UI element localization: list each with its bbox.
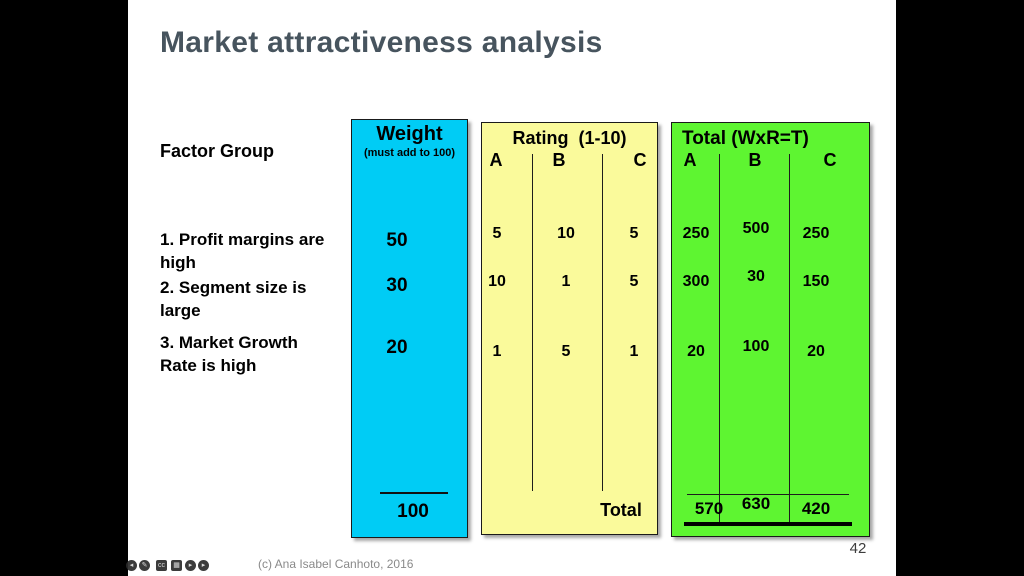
weight-value-1: 50 xyxy=(386,230,408,251)
rating-cell-c2: 5 xyxy=(629,273,639,290)
rating-cell-b1: 10 xyxy=(557,225,575,242)
grand-total-b: 630 xyxy=(741,494,771,513)
slide-page-number: 42 xyxy=(849,540,867,557)
weight-sum-rule xyxy=(380,492,448,494)
next-slide-icon[interactable]: ▸ xyxy=(185,560,196,571)
rating-cell-a2: 10 xyxy=(488,273,506,290)
rating-cell-b3: 5 xyxy=(561,343,571,360)
previous-slide-icon[interactable]: ◂ xyxy=(126,560,137,571)
total-panel: Total (WxR=T) A B C 250 500 250 300 30 1… xyxy=(671,122,870,537)
rating-panel-title: Rating (1-10) xyxy=(512,128,627,148)
weight-panel-subtitle: (must add to 100) xyxy=(363,147,456,159)
rating-cell-b2: 1 xyxy=(561,273,571,290)
weight-total: 100 xyxy=(397,501,429,522)
total-cell-c1: 250 xyxy=(802,225,830,242)
grand-total-a: 570 xyxy=(694,499,724,518)
total-column-divider-1 xyxy=(719,154,720,524)
total-underline-rule xyxy=(684,522,852,526)
total-cell-c3: 20 xyxy=(807,343,825,360)
total-cell-a1: 250 xyxy=(682,225,710,242)
total-col-header-b: B xyxy=(748,150,762,170)
factor-group-heading: Factor Group xyxy=(160,141,275,161)
weight-value-3: 20 xyxy=(386,337,408,358)
factor-item-1: 1. Profit margins are high xyxy=(160,228,365,274)
rating-column-divider-2 xyxy=(602,154,603,491)
factor-item-3-line1: 3. Market Growth xyxy=(160,333,298,352)
total-cell-b2: 30 xyxy=(747,268,765,285)
rating-col-header-a: A xyxy=(489,150,503,170)
total-col-header-c: C xyxy=(823,150,837,170)
total-cell-a3: 20 xyxy=(687,343,705,360)
total-sum-rule xyxy=(687,494,849,495)
rating-col-header-c: C xyxy=(633,150,647,170)
factor-item-1-line1: 1. Profit margins are xyxy=(160,230,325,249)
rating-cell-a3: 1 xyxy=(492,343,502,360)
copyright-text: (c) Ana Isabel Canhoto, 2016 xyxy=(258,557,414,571)
factor-item-1-line2: high xyxy=(160,253,196,272)
weight-panel-title: Weight xyxy=(376,123,443,145)
total-column-divider-2 xyxy=(789,154,790,524)
weight-panel: Weight (must add to 100) 50 30 20 100 xyxy=(351,119,468,538)
total-cell-c2: 150 xyxy=(802,273,830,290)
total-cell-b1: 500 xyxy=(742,220,770,237)
total-panel-title: Total (WxR=T) xyxy=(682,128,809,149)
slide-canvas: Market attractiveness analysis Factor Gr… xyxy=(128,0,896,576)
rating-column-divider-1 xyxy=(532,154,533,491)
rating-cell-c1: 5 xyxy=(629,225,639,242)
slide-title: Market attractiveness analysis xyxy=(160,26,603,59)
total-cell-a2: 300 xyxy=(682,273,710,290)
factor-item-2-line2: large xyxy=(160,301,201,320)
factor-item-2-line1: 2. Segment size is xyxy=(160,278,307,297)
captions-icon[interactable]: cc xyxy=(156,560,167,571)
factor-item-3: 3. Market Growth Rate is high xyxy=(160,331,365,377)
factor-item-2: 2. Segment size is large xyxy=(160,276,365,322)
total-col-header-a: A xyxy=(683,150,697,170)
pen-icon[interactable]: ✎ xyxy=(139,560,150,571)
rating-col-header-b: B xyxy=(552,150,566,170)
weight-value-2: 30 xyxy=(386,275,408,296)
rating-total-label: Total xyxy=(600,500,642,520)
rating-cell-a1: 5 xyxy=(492,225,502,242)
rating-panel: Rating (1-10) A B C 5 10 5 10 1 5 1 5 1 … xyxy=(481,122,658,535)
rating-cell-c3: 1 xyxy=(629,343,639,360)
play-icon[interactable]: ▸ xyxy=(198,560,209,571)
thumbnails-icon[interactable]: ▦ xyxy=(171,560,182,571)
total-cell-b3: 100 xyxy=(742,338,770,355)
grand-total-c: 420 xyxy=(801,499,831,518)
factor-item-3-line2: Rate is high xyxy=(160,356,257,375)
